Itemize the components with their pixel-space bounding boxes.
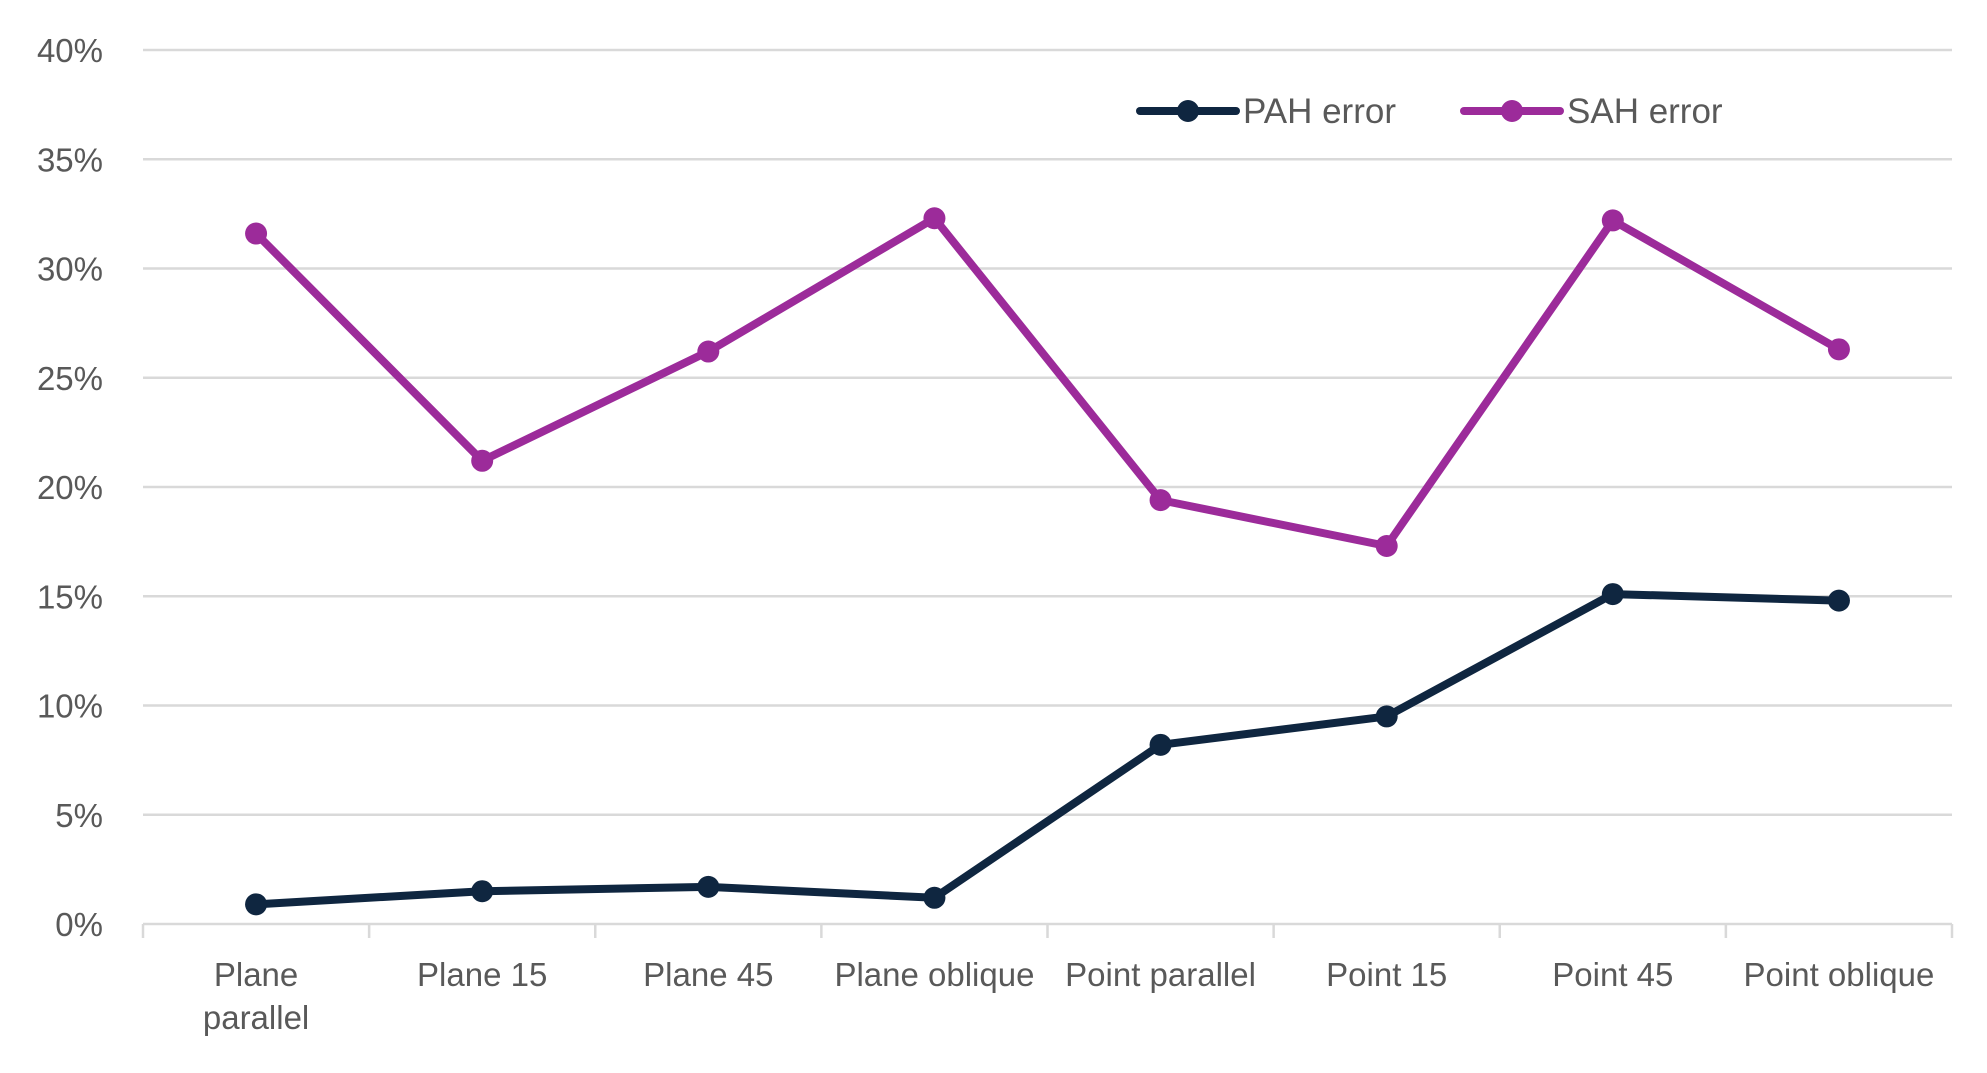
data-point	[245, 893, 268, 916]
x-tick-label: Point oblique	[1744, 956, 1935, 993]
data-point	[245, 222, 268, 245]
y-tick-label: 40%	[37, 32, 103, 69]
data-point	[697, 340, 720, 363]
y-tick-label: 5%	[55, 797, 103, 834]
data-point	[471, 449, 494, 472]
legend-label: SAH error	[1567, 92, 1723, 131]
x-tick-label: Plane oblique	[834, 956, 1034, 993]
data-point	[1601, 583, 1624, 606]
legend-label: PAH error	[1243, 92, 1396, 131]
y-tick-label: 35%	[37, 141, 103, 178]
x-tick-label: Plane 15	[417, 956, 547, 993]
x-tick-label: Point parallel	[1065, 956, 1256, 993]
y-axis-tick-labels: 0% 5% 10% 15% 20% 25% 30% 35% 40%	[37, 32, 103, 943]
data-point	[1149, 733, 1172, 756]
data-point	[1149, 489, 1172, 512]
data-point	[471, 880, 494, 903]
data-point	[1375, 534, 1398, 557]
y-tick-label: 30%	[37, 251, 103, 288]
x-tick-label: Plane 45	[643, 956, 773, 993]
series-line-0	[252, 590, 1843, 909]
x-axis-tick-labels: Plane parallel Plane 15 Plane 45 Plane obliq…	[203, 956, 1934, 1036]
data-point	[1827, 589, 1850, 612]
data-point	[923, 886, 946, 909]
y-tick-label: 10%	[37, 688, 103, 725]
data-point	[923, 207, 946, 230]
y-tick-label: 0%	[55, 906, 103, 943]
data-point	[697, 875, 720, 898]
series-lines	[245, 207, 1850, 916]
x-tick-label: Point 15	[1326, 956, 1447, 993]
x-axis	[141, 922, 1954, 938]
legend-marker	[1177, 100, 1199, 122]
data-point	[1827, 338, 1850, 361]
x-tick-label: parallel	[203, 999, 309, 1036]
gridlines	[143, 48, 1952, 816]
legend: PAH error SAH error	[1136, 92, 1723, 131]
data-point	[1601, 209, 1624, 232]
data-point	[1375, 705, 1398, 728]
series-line-1	[252, 214, 1843, 550]
legend-marker	[1501, 100, 1523, 122]
y-tick-label: 25%	[37, 360, 103, 397]
x-tick-label: Plane	[214, 956, 298, 993]
y-tick-label: 20%	[37, 469, 103, 506]
y-tick-label: 15%	[37, 578, 103, 615]
x-tick-label: Point 45	[1552, 956, 1673, 993]
